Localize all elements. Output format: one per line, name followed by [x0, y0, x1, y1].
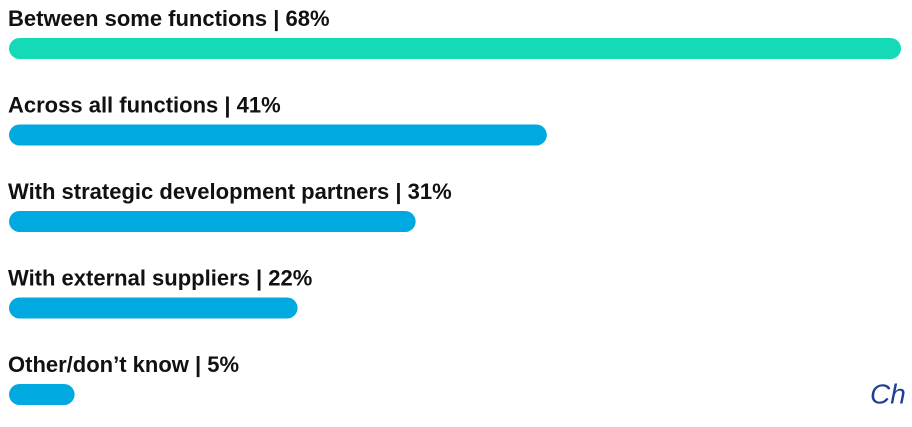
bar [9, 124, 547, 146]
footer-text: Ch [870, 378, 906, 409]
bar [9, 384, 75, 405]
category-label: Between some functions | 68% [8, 6, 330, 31]
category-label: With external suppliers | 22% [8, 265, 312, 290]
bar [9, 297, 298, 319]
category-label: Across all functions | 41% [8, 92, 281, 117]
category-label: Other/don’t know | 5% [8, 352, 239, 377]
category-label: With strategic development partners | 31… [8, 179, 452, 204]
bar [9, 211, 416, 232]
bar [9, 38, 901, 59]
